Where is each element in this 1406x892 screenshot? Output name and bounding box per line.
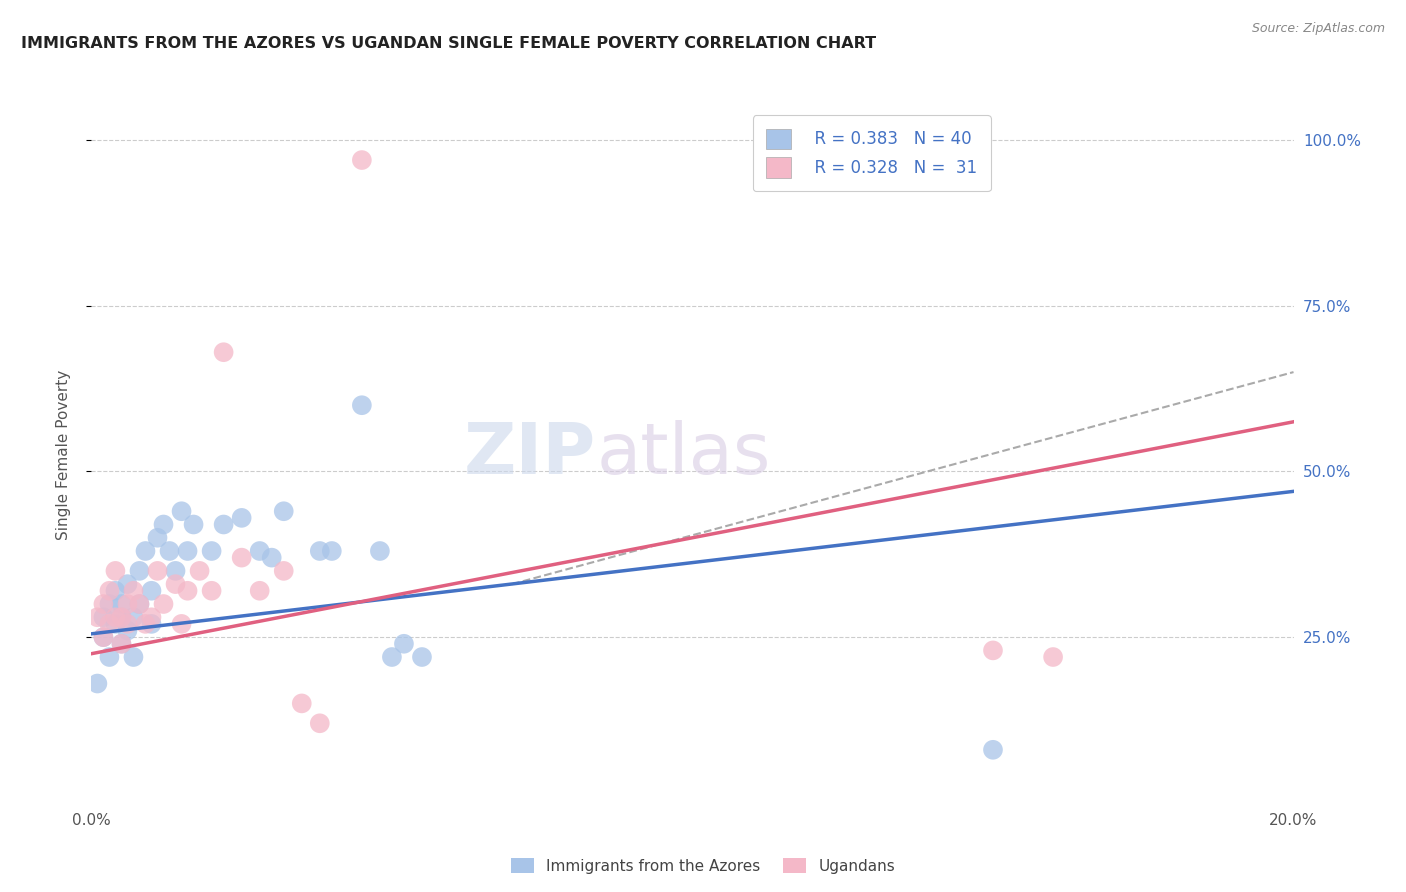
Point — [104, 610, 127, 624]
Point — [381, 650, 404, 665]
Text: Source: ZipAtlas.com: Source: ZipAtlas.com — [1251, 22, 1385, 36]
Point — [117, 577, 139, 591]
Point — [165, 577, 187, 591]
Point — [231, 511, 253, 525]
Point — [98, 583, 121, 598]
Point — [368, 544, 391, 558]
Point — [212, 517, 235, 532]
Point — [110, 637, 132, 651]
Point — [176, 544, 198, 558]
Point — [122, 610, 145, 624]
Point — [104, 564, 127, 578]
Point — [86, 676, 108, 690]
Point — [98, 616, 121, 631]
Point — [411, 650, 433, 665]
Point — [93, 610, 115, 624]
Point — [249, 583, 271, 598]
Text: atlas: atlas — [596, 420, 770, 490]
Point — [110, 637, 132, 651]
Point — [122, 650, 145, 665]
Legend: Immigrants from the Azores, Ugandans: Immigrants from the Azores, Ugandans — [505, 852, 901, 880]
Point — [201, 544, 224, 558]
Point — [93, 630, 115, 644]
Point — [273, 504, 295, 518]
Point — [146, 531, 169, 545]
Point — [170, 616, 193, 631]
Point — [183, 517, 205, 532]
Point — [308, 544, 330, 558]
Point — [117, 616, 139, 631]
Point — [134, 544, 156, 558]
Point — [188, 564, 211, 578]
Point — [98, 597, 121, 611]
Point — [201, 583, 224, 598]
Point — [141, 583, 163, 598]
Point — [122, 583, 145, 598]
Text: ZIP: ZIP — [464, 420, 596, 490]
Point — [260, 550, 283, 565]
Point — [152, 517, 174, 532]
Point — [165, 564, 187, 578]
Point — [273, 564, 295, 578]
Point — [212, 345, 235, 359]
Point — [231, 550, 253, 565]
Point — [1042, 650, 1064, 665]
Point — [86, 610, 108, 624]
Point — [152, 597, 174, 611]
Point — [350, 153, 373, 167]
Point — [350, 398, 373, 412]
Y-axis label: Single Female Poverty: Single Female Poverty — [56, 370, 70, 540]
Point — [981, 743, 1004, 757]
Point — [128, 564, 150, 578]
Point — [141, 616, 163, 631]
Point — [249, 544, 271, 558]
Point — [128, 597, 150, 611]
Point — [291, 697, 314, 711]
Point — [98, 650, 121, 665]
Point — [392, 637, 415, 651]
Point — [321, 544, 343, 558]
Point — [141, 610, 163, 624]
Point — [146, 564, 169, 578]
Point — [159, 544, 181, 558]
Point — [981, 643, 1004, 657]
Point — [93, 630, 115, 644]
Point — [104, 616, 127, 631]
Text: IMMIGRANTS FROM THE AZORES VS UGANDAN SINGLE FEMALE POVERTY CORRELATION CHART: IMMIGRANTS FROM THE AZORES VS UGANDAN SI… — [21, 36, 876, 51]
Point — [308, 716, 330, 731]
Point — [110, 610, 132, 624]
Point — [117, 597, 139, 611]
Point — [110, 610, 132, 624]
Point — [134, 616, 156, 631]
Point — [93, 597, 115, 611]
Point — [110, 597, 132, 611]
Legend:   R = 0.383   N = 40,   R = 0.328   N =  31: R = 0.383 N = 40, R = 0.328 N = 31 — [752, 115, 991, 191]
Point — [176, 583, 198, 598]
Point — [170, 504, 193, 518]
Point — [104, 583, 127, 598]
Point — [117, 624, 139, 638]
Point — [128, 597, 150, 611]
